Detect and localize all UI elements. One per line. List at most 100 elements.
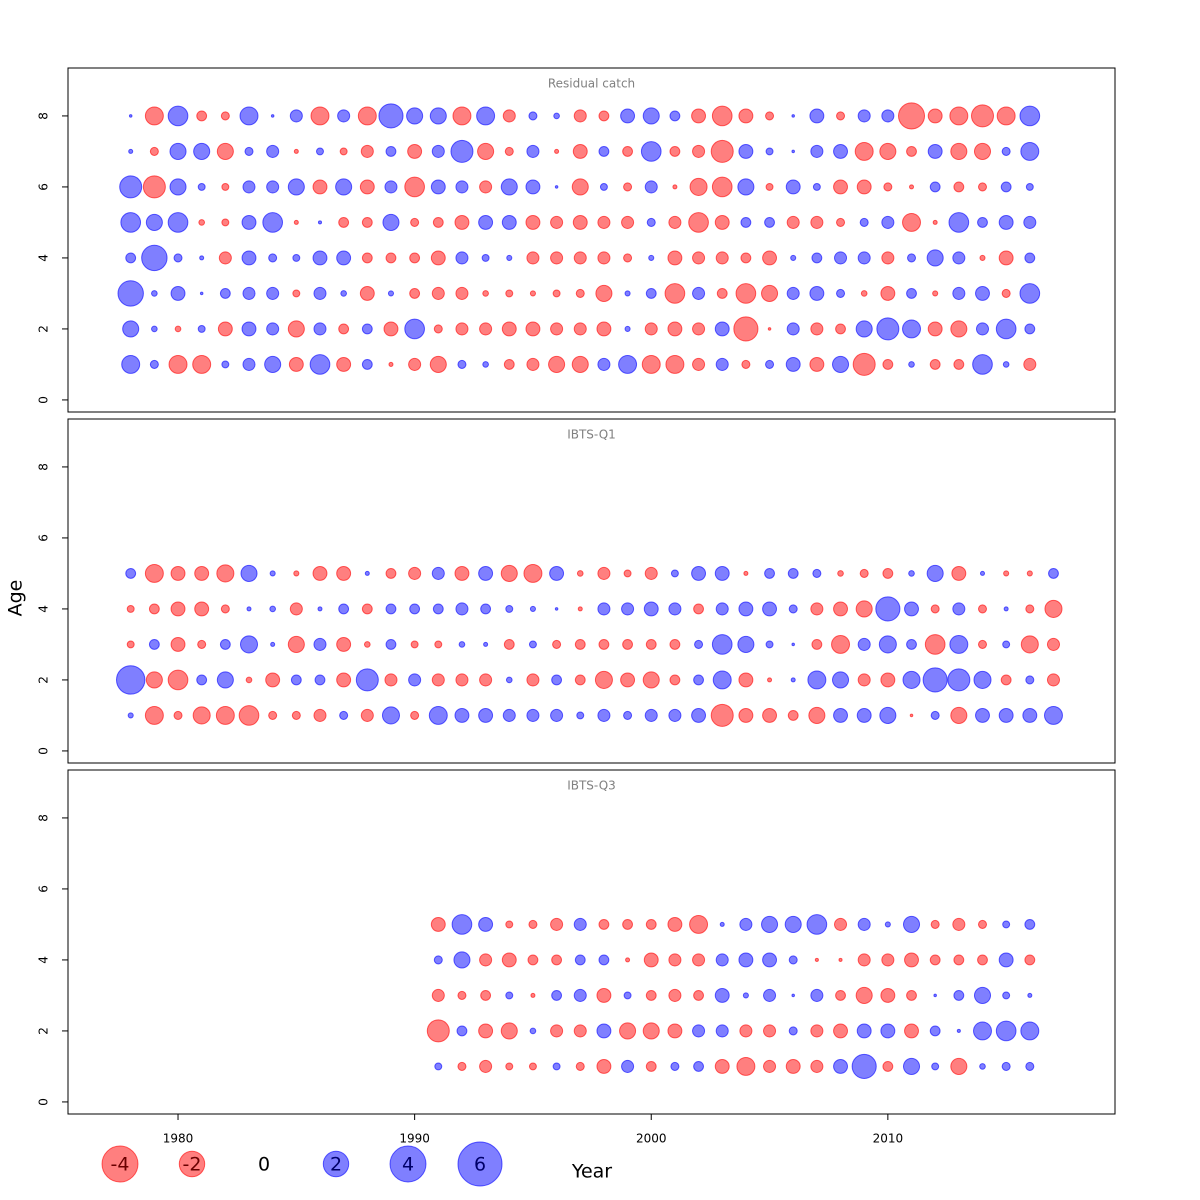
bubble — [574, 954, 586, 966]
bubble — [808, 706, 826, 724]
bubble — [290, 674, 302, 686]
x-tick-label: 2010 — [873, 1132, 904, 1146]
bubble — [693, 1061, 704, 1072]
bubble — [428, 705, 448, 725]
bubble — [148, 603, 160, 615]
bubble — [668, 215, 682, 229]
bubble — [882, 1061, 894, 1072]
bubble — [767, 677, 773, 683]
bubble — [668, 988, 682, 1002]
bubble — [625, 957, 631, 963]
bubble — [597, 357, 611, 371]
bubble — [262, 212, 284, 233]
bubble — [710, 703, 734, 727]
bubble — [1019, 105, 1041, 127]
bubble — [242, 357, 256, 371]
bubble — [998, 707, 1014, 723]
bubble — [504, 146, 514, 156]
bubble — [1020, 1021, 1040, 1041]
bubble — [689, 177, 708, 196]
bubble — [433, 955, 443, 965]
bubble — [289, 109, 303, 123]
bubble — [956, 1028, 961, 1033]
bubble — [270, 114, 275, 118]
bubble — [312, 179, 328, 195]
panel-frame — [67, 418, 1116, 764]
bubble — [834, 917, 848, 931]
bubble — [216, 671, 234, 689]
bubble — [433, 324, 443, 334]
bubble — [409, 252, 421, 264]
bubble — [293, 570, 300, 577]
bubble — [738, 143, 754, 159]
bubble — [313, 637, 327, 651]
bubble — [909, 184, 915, 190]
bubble — [313, 286, 327, 300]
bubble — [624, 290, 631, 297]
y-tick-label: 0 — [37, 1098, 51, 1106]
bubble — [199, 255, 205, 261]
bubble — [384, 180, 398, 194]
bubble — [431, 566, 445, 580]
bubble — [310, 106, 330, 126]
bubble — [573, 322, 587, 336]
bubble — [953, 359, 965, 370]
bubble — [1025, 182, 1034, 191]
bubble — [881, 953, 895, 967]
bubble — [478, 1023, 494, 1039]
bubble — [455, 322, 469, 336]
bubble — [810, 322, 824, 336]
bubble — [122, 320, 140, 338]
bubble — [240, 564, 258, 582]
y-tick-label: 4 — [37, 956, 51, 964]
bubble — [643, 601, 659, 617]
bubble — [215, 705, 235, 725]
bubble — [1024, 954, 1036, 966]
bubble — [431, 144, 445, 158]
bubble — [693, 674, 704, 686]
bubble — [715, 357, 729, 371]
bubble — [432, 217, 444, 228]
bubble — [880, 285, 896, 301]
bubble — [288, 356, 304, 372]
x-tick-label: 2000 — [636, 1132, 667, 1146]
bubble — [710, 139, 734, 163]
bubble — [737, 635, 755, 653]
bubble — [574, 639, 586, 650]
bubble — [622, 146, 634, 157]
bubble — [857, 673, 871, 687]
bubble — [927, 321, 943, 337]
bubble — [1043, 705, 1063, 725]
bubble — [643, 952, 659, 968]
bubble — [812, 568, 822, 578]
bubble — [767, 327, 772, 331]
bubble — [482, 290, 489, 297]
bubble — [922, 667, 948, 693]
bubble — [833, 1058, 848, 1074]
bubble — [551, 954, 563, 966]
bubble — [953, 954, 965, 966]
bubble — [506, 254, 513, 261]
bubble — [309, 354, 331, 375]
bubble — [642, 671, 660, 689]
bubble — [640, 141, 662, 162]
bubble — [151, 325, 158, 333]
bubble — [738, 672, 754, 688]
bubble — [220, 111, 230, 121]
bubble — [144, 705, 164, 725]
bubble — [644, 708, 658, 722]
bubble — [714, 987, 730, 1003]
bubble — [1000, 181, 1012, 193]
bubble — [550, 917, 564, 931]
bubble — [478, 916, 494, 932]
bubble — [241, 321, 257, 337]
bubble — [926, 564, 944, 582]
bubble — [432, 603, 444, 615]
bubble — [668, 708, 682, 722]
bubble — [142, 175, 166, 199]
bubble — [1000, 674, 1012, 686]
y-tick-label: 2 — [37, 325, 51, 333]
bubble — [505, 604, 514, 613]
bubble — [716, 288, 728, 299]
bubble — [995, 1020, 1017, 1042]
